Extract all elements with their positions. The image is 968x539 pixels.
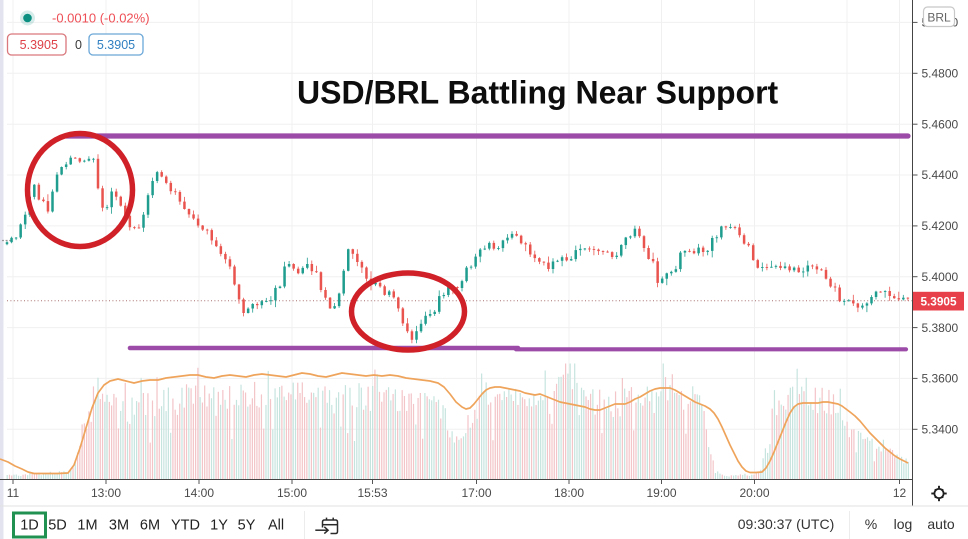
svg-text:14:00: 14:00	[184, 486, 214, 500]
svg-text:5.4000: 5.4000	[922, 270, 959, 284]
svg-text:09:30:37 (UTC): 09:30:37 (UTC)	[738, 516, 834, 532]
svg-text:All: All	[268, 518, 284, 534]
svg-text:15:00: 15:00	[277, 486, 307, 500]
svg-text:5.3905: 5.3905	[920, 295, 957, 309]
svg-text:19:00: 19:00	[646, 486, 676, 500]
svg-text:5.4200: 5.4200	[922, 219, 959, 233]
svg-text:5.3600: 5.3600	[922, 372, 959, 386]
svg-text:3M: 3M	[109, 518, 129, 534]
svg-text:11: 11	[7, 486, 20, 500]
svg-text:5.4600: 5.4600	[922, 117, 959, 131]
svg-text:YTD: YTD	[171, 518, 200, 534]
svg-text:1M: 1M	[77, 518, 97, 534]
svg-text:17:00: 17:00	[461, 486, 491, 500]
svg-text:5Y: 5Y	[238, 518, 256, 534]
svg-text:5.4400: 5.4400	[922, 168, 959, 182]
svg-text:12: 12	[893, 486, 907, 500]
svg-text:%: %	[865, 516, 877, 532]
svg-text:1Y: 1Y	[210, 518, 228, 534]
svg-text:USD/BRL Battling Near Support: USD/BRL Battling Near Support	[297, 75, 779, 111]
svg-text:5.3400: 5.3400	[922, 423, 959, 437]
svg-text:5.4800: 5.4800	[922, 67, 959, 81]
svg-text:13:00: 13:00	[91, 486, 121, 500]
svg-text:5.3800: 5.3800	[922, 321, 959, 335]
svg-text:6M: 6M	[140, 518, 160, 534]
svg-text:auto: auto	[927, 516, 954, 532]
svg-text:5.3905: 5.3905	[20, 38, 58, 52]
svg-text:BRL: BRL	[927, 11, 951, 25]
svg-text:1D: 1D	[20, 518, 39, 534]
svg-text:-0.0010 (-0.02%): -0.0010 (-0.02%)	[52, 10, 150, 25]
svg-text:5.3905: 5.3905	[97, 38, 135, 52]
svg-text:0: 0	[75, 38, 82, 52]
svg-text:20:00: 20:00	[739, 486, 769, 500]
svg-text:15:53: 15:53	[357, 486, 387, 500]
svg-text:5D: 5D	[48, 518, 67, 534]
svg-text:18:00: 18:00	[554, 486, 584, 500]
svg-text:log: log	[894, 516, 913, 532]
